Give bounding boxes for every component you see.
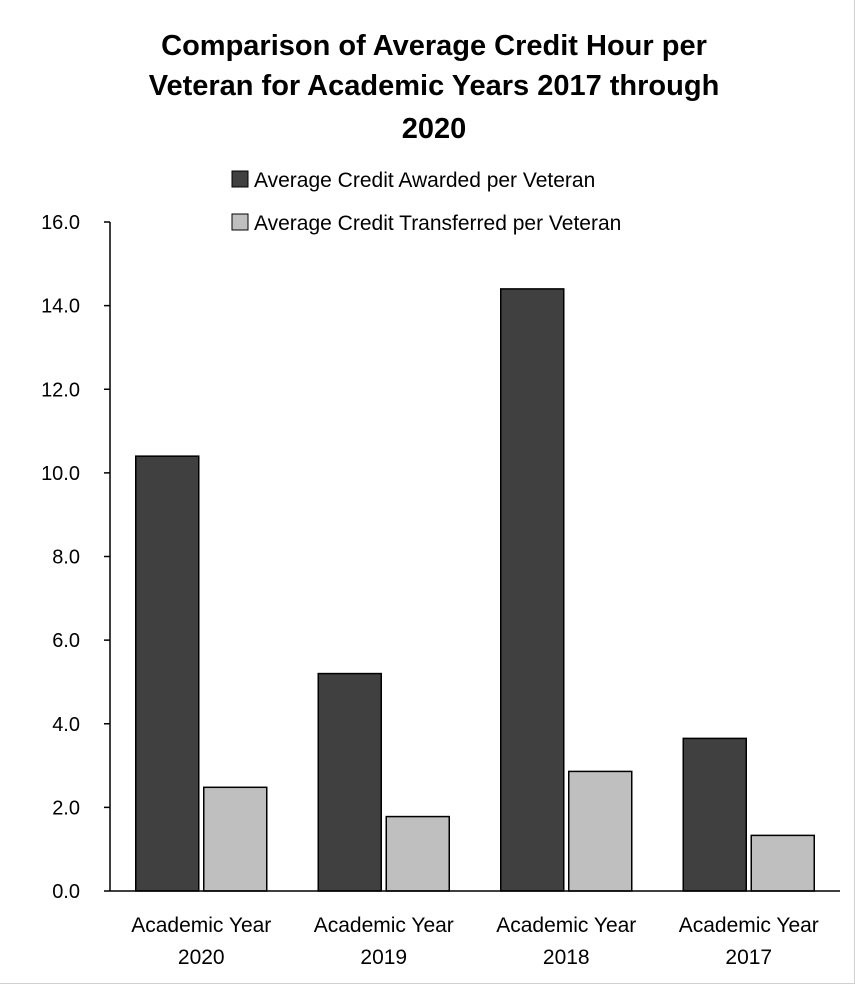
bar: [750, 834, 815, 892]
legend-label: Average Credit Transferred per Veteran: [254, 212, 621, 235]
chart-title-line-2: Veteran for Academic Years 2017 through: [149, 70, 720, 102]
chart-title-line-1: Comparison of Average Credit Hour per: [161, 30, 707, 62]
chart-title: Comparison of Average Credit Hour per Ve…: [149, 30, 720, 145]
y-tick-label: 10.0: [41, 463, 80, 485]
x-category-label: Academic Year: [679, 914, 819, 937]
bar: [682, 737, 747, 892]
bars: [135, 288, 815, 892]
y-tick-label: 12.0: [41, 379, 80, 401]
x-category-label: Academic Year: [496, 914, 636, 937]
y-tick-label: 0.0: [52, 881, 80, 903]
legend-swatch: [231, 213, 249, 231]
y-tick-label: 2.0: [52, 797, 80, 819]
y-tick-label: 6.0: [52, 630, 80, 652]
x-category-label: Academic Year: [314, 914, 454, 937]
chart-title-line-3: 2020: [402, 113, 467, 145]
x-category-label: 2018: [543, 946, 590, 969]
x-category-label: 2019: [360, 946, 407, 969]
y-tick-label: 14.0: [41, 296, 80, 318]
y-tick-label: 16.0: [41, 212, 80, 234]
y-axis: 0.0 2.0 4.0 6.0 8.0 10.0 12.0 14.0 16.0: [41, 212, 111, 903]
x-category-label: Academic Year: [131, 914, 271, 937]
bar: [385, 815, 450, 892]
legend-label: Average Credit Awarded per Veteran: [254, 169, 595, 192]
bar: [317, 672, 382, 892]
bar: [135, 455, 200, 892]
legend: Average Credit Awarded per Veteran Averag…: [231, 169, 621, 235]
y-tick-label: 8.0: [52, 547, 80, 569]
legend-swatch: [231, 170, 249, 188]
bar: [203, 786, 268, 892]
x-axis: Academic Year 2020 Academic Year 2019 Academ…: [110, 890, 840, 969]
x-category-label: 2017: [725, 946, 772, 969]
bar: [568, 770, 633, 892]
x-category-label: 2020: [178, 946, 225, 969]
bar: [500, 288, 565, 892]
y-tick-label: 4.0: [52, 714, 80, 736]
